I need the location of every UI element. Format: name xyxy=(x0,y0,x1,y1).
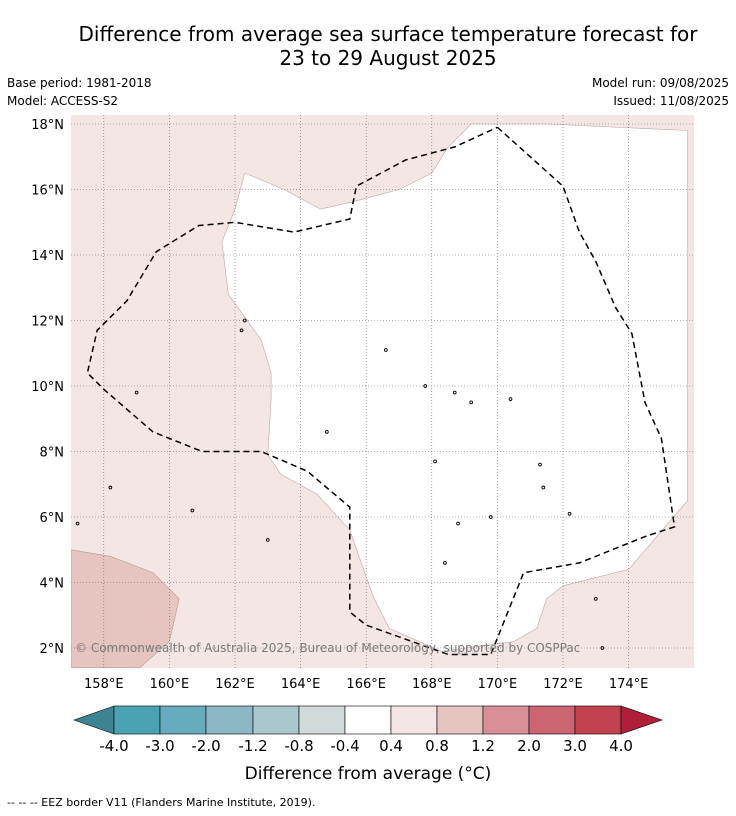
colorbar-tick-label: 3.0 xyxy=(563,737,587,755)
island-outline xyxy=(456,521,460,526)
colorbar-segment xyxy=(252,705,300,735)
colorbar-tick-label: -1.2 xyxy=(238,737,267,755)
island-outline xyxy=(265,538,270,542)
lat-tick-label: 4°N xyxy=(40,577,65,592)
colorbar-tick-label: 4.0 xyxy=(609,737,633,755)
lon-tick-label: 172°E xyxy=(543,677,583,692)
meta-right: Model run: 09/08/2025 Issued: 11/08/2025 xyxy=(592,74,729,110)
colorbar-segment xyxy=(436,705,484,735)
island-outline xyxy=(488,515,493,519)
lat-tick-label: 8°N xyxy=(40,446,65,461)
colorbar-segment xyxy=(482,705,530,735)
lat-tick-label: 16°N xyxy=(31,184,64,199)
title-line-2: 23 to 29 August 2025 xyxy=(279,46,497,70)
island-outline xyxy=(567,511,572,516)
title-line-1: Difference from average sea surface temp… xyxy=(78,22,698,46)
island-outline xyxy=(452,390,457,395)
issued-date: Issued: 11/08/2025 xyxy=(613,94,729,108)
colorbar-tick-label: -2.0 xyxy=(191,737,220,755)
island-outline xyxy=(75,521,80,526)
island-outline xyxy=(538,462,542,467)
eez-footnote: -- -- -- EEZ border V11 (Flanders Marine… xyxy=(7,796,316,809)
island-outline xyxy=(239,328,244,333)
colorbar-segment xyxy=(574,705,622,735)
eez-border-line xyxy=(86,126,676,656)
colorbar-tick-label: 2.0 xyxy=(517,737,541,755)
lon-tick-label: 162°E xyxy=(215,677,255,692)
chart-title: Difference from average sea surface temp… xyxy=(20,22,736,70)
island-outline xyxy=(593,597,598,601)
island-outline xyxy=(541,485,546,490)
colorbar-tick-label: 0.4 xyxy=(379,737,403,755)
lon-tick-label: 168°E xyxy=(412,677,452,692)
colorbar-arrow-high xyxy=(620,705,663,735)
lon-tick-label: 164°E xyxy=(281,677,321,692)
lon-tick-label: 166°E xyxy=(346,677,386,692)
island-outline xyxy=(324,430,329,434)
island-outline xyxy=(108,485,113,490)
colorbar-segment xyxy=(298,705,346,735)
island-outline xyxy=(443,560,447,565)
colorbar-segment xyxy=(390,705,438,735)
colorbar-segment xyxy=(159,705,207,735)
island-outline xyxy=(134,390,139,395)
model-run-date: Model run: 09/08/2025 xyxy=(591,76,729,90)
lat-tick-label: 6°N xyxy=(40,511,65,526)
anomaly-0.8-1.2-region xyxy=(71,549,180,668)
copyright-notice: © Commonwealth of Australia 2025, Bureau… xyxy=(75,641,580,655)
anomaly-near-zero-region xyxy=(221,123,688,652)
model-name: Model: ACCESS-S2 xyxy=(7,94,119,108)
island-outline xyxy=(384,348,388,352)
colorbar-label: Difference from average (°C) xyxy=(244,764,492,784)
colorbar-segment xyxy=(205,705,254,735)
lat-tick-label: 12°N xyxy=(31,315,64,330)
island-outline xyxy=(508,397,513,401)
lat-tick-label: 18°N xyxy=(31,118,64,133)
island-outline xyxy=(190,508,195,513)
colorbar-segment xyxy=(528,705,576,735)
colorbar-tick-label: -0.4 xyxy=(330,737,359,755)
base-period: Base period: 1981-2018 xyxy=(7,76,152,90)
colorbar-tick-label: 1.2 xyxy=(471,737,495,755)
colorbar-segment xyxy=(113,705,161,735)
island-outline xyxy=(469,400,474,405)
colorbar-tick-label: -4.0 xyxy=(99,737,128,755)
colorbar-arrow-low xyxy=(73,705,115,735)
lat-tick-label: 10°N xyxy=(31,380,64,395)
lon-tick-label: 158°E xyxy=(84,677,124,692)
colorbar-tick-label: -3.0 xyxy=(145,737,174,755)
colorbar-tick-label: 0.8 xyxy=(425,737,449,755)
island-outline xyxy=(600,646,605,650)
island-outline xyxy=(433,459,437,464)
colorbar-tick-label: -0.8 xyxy=(284,737,313,755)
island-outline xyxy=(242,318,247,323)
lon-tick-label: 174°E xyxy=(609,677,649,692)
island-outline xyxy=(423,384,428,388)
lat-tick-label: 14°N xyxy=(31,249,64,264)
meta-left: Base period: 1981-2018 Model: ACCESS-S2 xyxy=(7,74,152,110)
lon-tick-label: 160°E xyxy=(150,677,190,692)
lat-tick-label: 2°N xyxy=(40,642,65,657)
colorbar-segment xyxy=(344,705,392,735)
lon-tick-label: 170°E xyxy=(478,677,518,692)
